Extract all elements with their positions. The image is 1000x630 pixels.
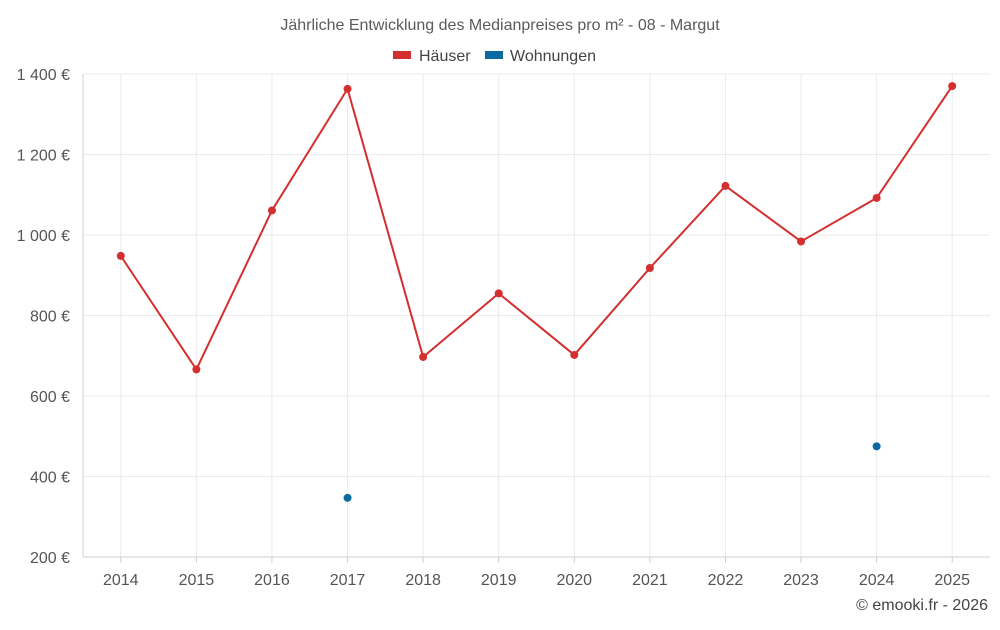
y-tick-label: 200 € xyxy=(30,550,70,567)
y-tick-label: 1 000 € xyxy=(17,228,70,245)
x-tick-label: 2023 xyxy=(783,572,819,589)
x-tick-label: 2018 xyxy=(405,572,441,589)
legend-swatch-haeuser xyxy=(393,51,411,59)
data-point-haeuser xyxy=(494,289,503,298)
data-point-wohnungen xyxy=(343,493,352,502)
series xyxy=(116,82,957,502)
data-point-haeuser xyxy=(872,193,881,202)
data-point-haeuser xyxy=(797,237,806,246)
data-point-haeuser xyxy=(948,82,957,91)
y-axis-ticks: 200 € 400 € 600 € 800 € 1 000 € 1 200 € 1 400 … xyxy=(17,67,70,567)
x-tick-label: 2017 xyxy=(330,572,366,589)
x-tick-label: 2024 xyxy=(859,572,895,589)
data-point-haeuser xyxy=(343,84,352,93)
x-tick-label: 2015 xyxy=(179,572,215,589)
legend: Häuser Wohnungen xyxy=(393,48,596,65)
data-point-haeuser xyxy=(570,350,579,359)
data-point-haeuser xyxy=(419,352,428,361)
x-tick-label: 2020 xyxy=(556,572,592,589)
axes xyxy=(82,74,990,563)
x-tick-label: 2022 xyxy=(708,572,744,589)
data-point-haeuser xyxy=(116,251,125,260)
legend-label-wohnungen[interactable]: Wohnungen xyxy=(510,48,596,65)
x-tick-label: 2016 xyxy=(254,572,290,589)
y-tick-label: 400 € xyxy=(30,470,70,487)
y-tick-label: 1 400 € xyxy=(17,67,70,84)
data-point-haeuser xyxy=(721,181,730,190)
legend-label-haeuser[interactable]: Häuser xyxy=(419,48,471,65)
y-tick-label: 800 € xyxy=(30,309,70,326)
y-tick-label: 1 200 € xyxy=(17,148,70,165)
x-tick-label: 2025 xyxy=(934,572,970,589)
credit-text: © emooki.fr - 2026 xyxy=(856,597,988,614)
series-line-haeuser xyxy=(119,85,954,371)
x-tick-label: 2019 xyxy=(481,572,517,589)
chart-title: Jährliche Entwicklung des Medianpreises … xyxy=(280,17,720,34)
x-tick-label: 2014 xyxy=(103,572,139,589)
x-axis-ticks: 2014 2015 2016 2017 2018 2019 2020 2021 2022 2023… xyxy=(103,572,970,589)
data-point-haeuser xyxy=(267,206,276,215)
grid xyxy=(83,73,990,557)
data-point-haeuser xyxy=(192,365,201,374)
y-tick-label: 600 € xyxy=(30,389,70,406)
legend-swatch-wohnungen xyxy=(485,51,503,59)
data-point-wohnungen xyxy=(872,442,881,451)
x-tick-label: 2021 xyxy=(632,572,668,589)
data-point-haeuser xyxy=(645,264,654,273)
